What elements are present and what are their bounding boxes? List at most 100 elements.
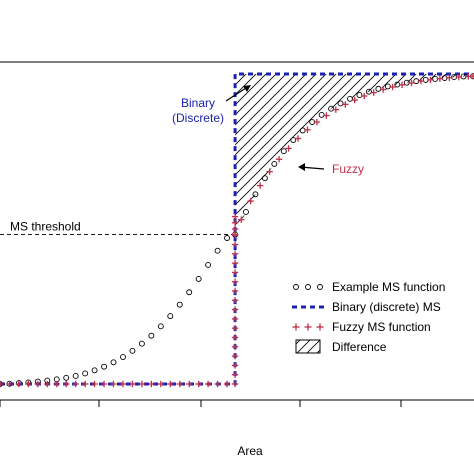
fuzzy-ms-point	[238, 216, 245, 223]
example-ms-point	[328, 105, 335, 112]
fuzzy-ms-point	[204, 380, 212, 388]
example-ms-point	[72, 372, 79, 379]
fuzzy-ms-point	[223, 380, 231, 388]
fuzzy-ms-point	[110, 380, 117, 388]
example-ms-point	[110, 359, 117, 366]
fuzzy-ms-point	[342, 101, 349, 108]
legend-entry: Binary (discrete) MS	[292, 300, 441, 314]
fuzzy-ms-point	[231, 315, 239, 323]
fuzzy-ms-point	[231, 259, 239, 267]
fuzzy-ms-point	[81, 380, 89, 388]
fuzzy-ms-point	[119, 380, 127, 388]
fuzzy-ms-point	[436, 75, 444, 82]
fuzzy-ms-point	[231, 225, 239, 233]
annotation-binary-label: Binary	[181, 96, 215, 110]
example-ms-point	[91, 367, 98, 374]
fuzzy-ms-point	[214, 380, 221, 388]
example-ms-point	[82, 370, 89, 377]
annotation-binary-arrowhead	[243, 85, 251, 92]
example-ms-point	[261, 175, 268, 182]
fuzzy-ms-point	[34, 380, 42, 388]
example-ms-point	[120, 354, 126, 360]
fuzzy-ms-point	[25, 380, 32, 388]
example-ms-point	[243, 208, 249, 215]
fuzzy-ms-point	[231, 297, 239, 304]
fuzzy-ms-point	[91, 380, 98, 388]
example-ms-point	[195, 275, 202, 282]
fuzzy-ms-point	[231, 287, 239, 295]
fuzzy-ms-point	[6, 380, 13, 388]
fuzzy-ms-point	[389, 83, 396, 91]
fuzzy-ms-point	[417, 77, 425, 85]
legend-entry: Difference	[295, 339, 387, 354]
legend-circle-icon	[305, 284, 311, 290]
fuzzy-ms-point	[72, 380, 79, 388]
annotation-layer: Binary(Discrete) Fuzzy	[172, 85, 364, 176]
legend-entry: Example MS function	[293, 280, 445, 294]
example-ms-point	[138, 340, 145, 347]
example-ms-point	[347, 95, 353, 102]
x-axis-label: Area	[237, 444, 263, 458]
fuzzy-ms-point	[379, 86, 387, 93]
fuzzy-ms-point	[304, 126, 311, 133]
fuzzy-ms-point	[231, 231, 239, 238]
fuzzy-ms-point	[231, 325, 239, 332]
fuzzy-ms-point	[370, 89, 377, 96]
plot-frame	[0, 61, 474, 407]
fuzzy-ms-point	[469, 72, 474, 80]
fuzzy-ms-point	[361, 92, 368, 100]
annotation-fuzzy-arrowhead	[298, 163, 305, 171]
difference-hatch	[235, 74, 473, 235]
fuzzy-ms-point	[44, 380, 51, 388]
fuzzy-ms-point	[231, 334, 239, 341]
example-ms-point	[356, 92, 363, 99]
fuzzy-ms-point	[100, 380, 108, 388]
example-ms-point	[280, 148, 287, 155]
threshold-layer: MS threshold	[0, 220, 236, 235]
fuzzy-ms-point	[15, 380, 23, 388]
legend-entry: Fuzzy MS function	[292, 320, 431, 334]
example-ms-point	[337, 100, 344, 107]
example-ms-point	[186, 289, 193, 296]
example-ms-point	[167, 313, 174, 320]
fuzzy-ms-point	[53, 380, 60, 388]
fuzzy-ms-point	[313, 118, 321, 126]
fuzzy-ms-point	[398, 81, 406, 89]
fuzzy-ms-point	[455, 73, 463, 81]
example-ms-point	[176, 301, 183, 308]
fuzzy-ms-point	[231, 213, 239, 220]
fuzzy-ms-point	[231, 343, 239, 350]
fuzzy-ms-point	[0, 380, 4, 388]
fuzzy-ms-point	[266, 168, 273, 175]
example-ms-point	[365, 88, 372, 95]
fuzzy-ms-point	[323, 112, 330, 119]
example-ms-point	[157, 323, 164, 330]
fuzzy-ms-point	[231, 278, 239, 285]
example-ms-point	[224, 235, 230, 241]
fuzzy-ms-point	[231, 371, 239, 378]
legend-label: Binary (discrete) MS	[332, 300, 441, 314]
annotation-binary-label: (Discrete)	[172, 111, 224, 125]
fuzzy-ms-point	[446, 74, 453, 81]
fuzzy-ms-point	[294, 135, 302, 142]
example-ms-point	[290, 137, 297, 143]
fuzzy-ms-point	[231, 219, 239, 226]
fuzzy-ms-point	[148, 380, 155, 388]
fuzzy-ms-point	[186, 380, 193, 388]
legend-label: Fuzzy MS function	[332, 320, 431, 334]
difference-area	[235, 74, 473, 235]
fuzzy-ms-point	[231, 352, 239, 360]
legend-label: Example MS function	[332, 280, 445, 294]
legend-circle-icon	[293, 284, 299, 290]
fuzzy-ms-point	[332, 106, 340, 113]
fuzzy-ms-point	[231, 380, 239, 388]
example-ms-point	[101, 363, 108, 370]
example-ms-point	[205, 262, 212, 268]
fuzzy-ms-point	[167, 380, 174, 388]
fuzzy-ms-point	[176, 380, 183, 388]
annotation-fuzzy-label: Fuzzy	[332, 162, 364, 176]
fuzzy-ms-point	[408, 79, 415, 87]
fuzzy-ms-point	[231, 362, 239, 369]
fuzzy-ms-point	[256, 182, 264, 189]
